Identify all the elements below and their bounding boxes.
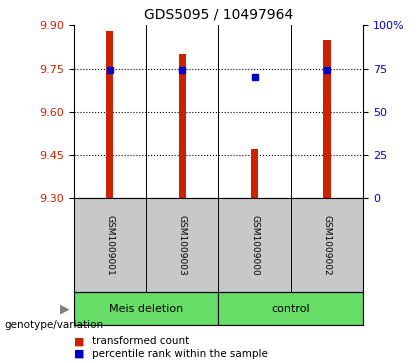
Text: transformed count: transformed count (92, 336, 190, 346)
Bar (106, 31, 113, 198)
Text: percentile rank within the sample: percentile rank within the sample (92, 349, 268, 359)
Text: GSM1009003: GSM1009003 (178, 215, 186, 276)
Bar (251, 149, 258, 198)
Text: GSM1009001: GSM1009001 (105, 215, 114, 276)
Text: ■: ■ (74, 349, 84, 359)
Text: genotype/variation: genotype/variation (4, 320, 103, 330)
Bar (323, 40, 331, 198)
Bar (218, 292, 363, 325)
Bar (74, 292, 218, 325)
Text: control: control (272, 303, 310, 314)
Text: GSM1009000: GSM1009000 (250, 215, 259, 276)
Title: GDS5095 / 10497964: GDS5095 / 10497964 (144, 8, 293, 21)
Text: ▶: ▶ (60, 302, 70, 315)
Text: Meis deletion: Meis deletion (109, 303, 183, 314)
Bar (178, 54, 186, 198)
Text: GSM1009002: GSM1009002 (323, 215, 331, 276)
Text: ■: ■ (74, 336, 84, 346)
